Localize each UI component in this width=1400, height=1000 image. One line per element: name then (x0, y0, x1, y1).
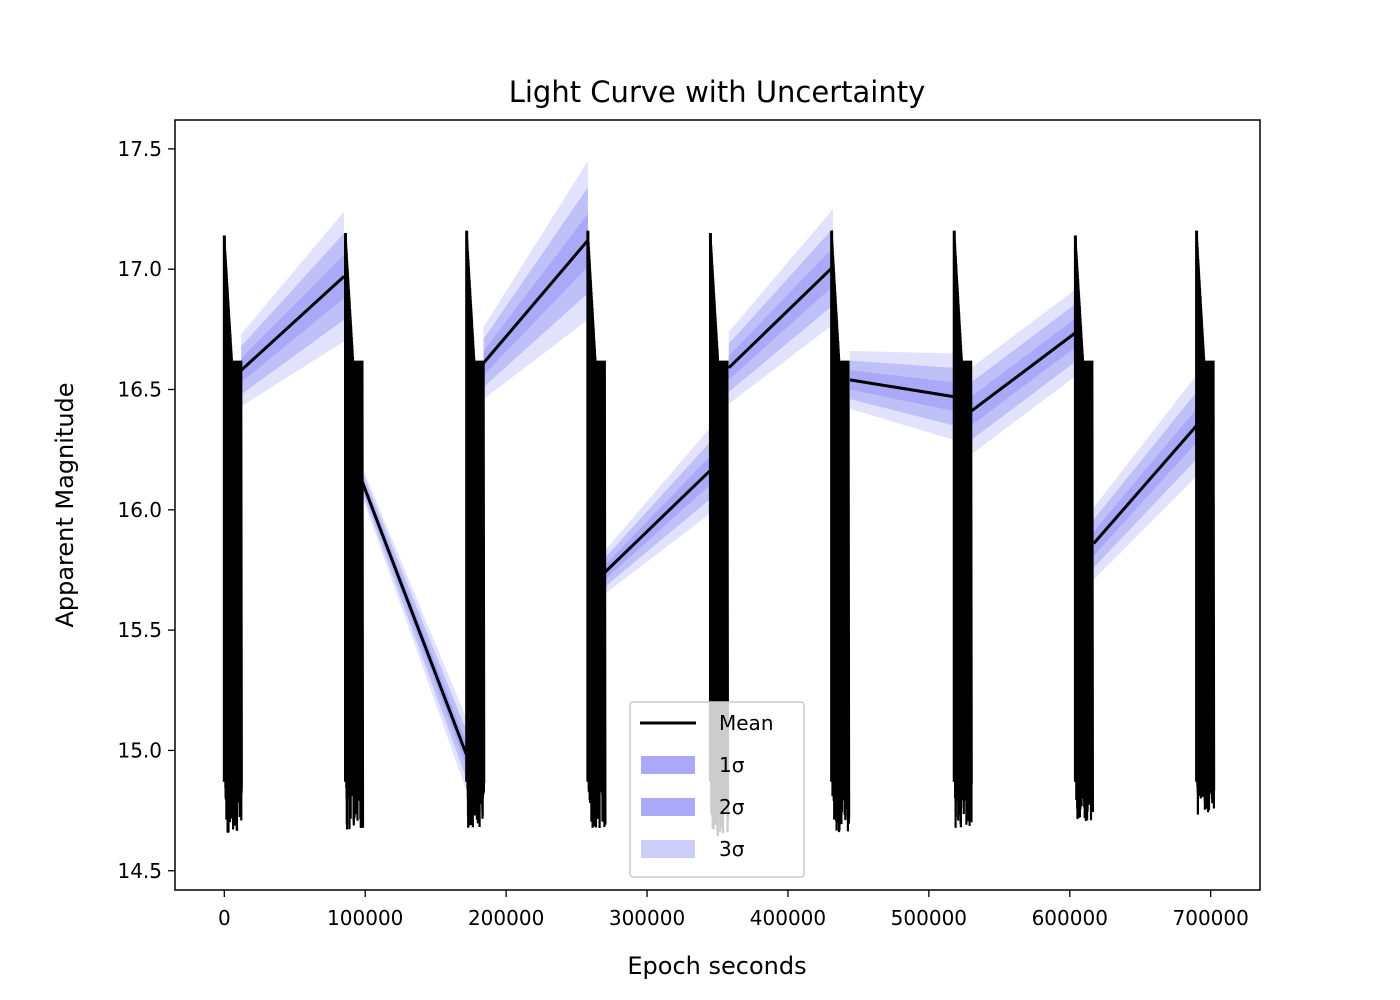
x-tick-label: 600000 (1032, 906, 1108, 930)
y-axis-label: Apparent Magnitude (51, 382, 79, 627)
x-tick-label: 0 (218, 906, 231, 930)
x-tick-label: 700000 (1173, 906, 1249, 930)
mean-segment-1 (240, 275, 346, 372)
x-tick-label: 500000 (891, 906, 967, 930)
y-tick-label: 15.5 (117, 618, 162, 642)
burst-1 (223, 235, 243, 833)
x-tick-label: 400000 (750, 906, 826, 930)
burst-6 (830, 230, 851, 833)
x-tick-label: 200000 (468, 906, 544, 930)
burst-3 (465, 230, 486, 828)
band-1sigma (1093, 408, 1197, 556)
band-1sigma (728, 247, 834, 380)
y-tick-label: 16.0 (117, 498, 162, 522)
legend-label: 1σ (719, 753, 745, 777)
mean-segment-2 (359, 477, 469, 756)
legend-label: 3σ (719, 837, 745, 861)
burst-2 (344, 233, 365, 830)
mean-segment-6 (849, 378, 955, 399)
plot-frame (174, 119, 1261, 891)
y-tick-label: 17.5 (117, 137, 162, 161)
mean-segment-4 (603, 467, 713, 574)
band-1sigma (849, 370, 955, 412)
legend-swatch (641, 756, 695, 774)
y-tick-label: 14.5 (117, 859, 162, 883)
legend-label: Mean (719, 711, 774, 735)
mean-segment-3 (482, 239, 590, 365)
y-axis-ticks: 14.5 15.0 15.5 16.0 16.5 17.0 17.5 (117, 137, 175, 883)
mean-segment-8 (1092, 424, 1198, 545)
plot-area (222, 160, 1216, 837)
burst-8 (1074, 235, 1094, 822)
mean-segment-7 (970, 330, 1078, 413)
legend-swatch (641, 798, 695, 816)
y-tick-label: 17.0 (117, 257, 162, 281)
x-axis-ticks: 0 100000 200000 300000 400000 500000 600000 700… (218, 890, 1249, 930)
chart-title: Light Curve with Uncertainty (509, 75, 926, 109)
y-tick-label: 15.0 (117, 738, 162, 762)
mean-segment-5 (727, 265, 835, 369)
legend: Mean 1σ 2σ 3σ (629, 701, 805, 878)
burst-7 (953, 230, 973, 828)
x-tick-label: 100000 (327, 906, 403, 930)
x-axis-label: Epoch seconds (627, 952, 806, 980)
observation-bursts (222, 230, 1216, 837)
y-tick-label: 16.5 (117, 378, 162, 402)
legend-box (629, 701, 805, 878)
band-1sigma (483, 213, 588, 376)
x-tick-label: 300000 (609, 906, 685, 930)
mean-series (240, 239, 1198, 756)
band-1sigma (241, 254, 345, 383)
legend-label: 2σ (719, 795, 745, 819)
legend-swatch (641, 840, 695, 858)
burst-9 (1195, 230, 1216, 815)
burst-4 (586, 230, 607, 829)
